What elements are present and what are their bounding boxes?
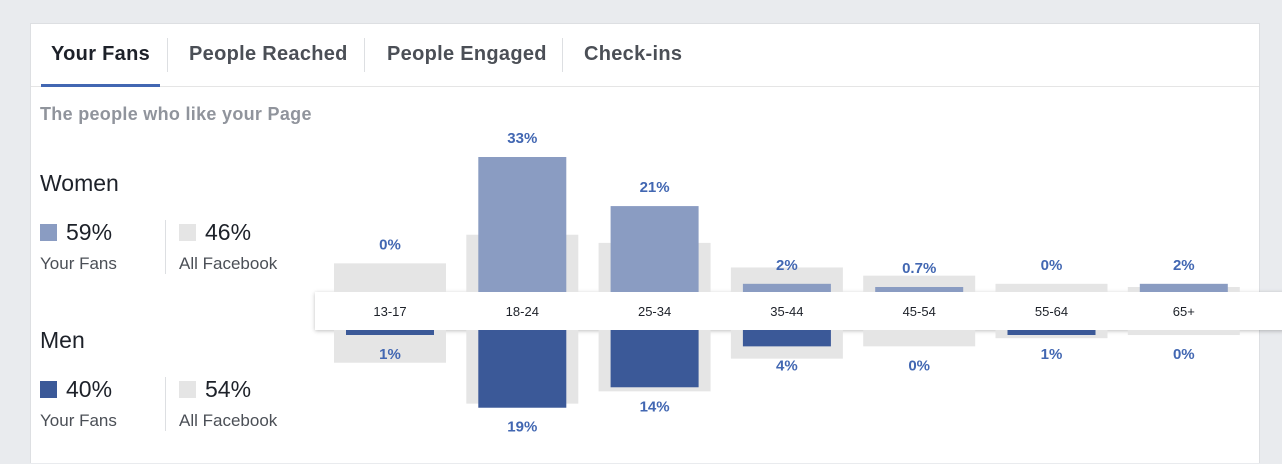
- age-tick-label: 25-34: [638, 304, 671, 319]
- age-axis-strip: [315, 292, 1282, 330]
- tab-divider: [167, 38, 168, 72]
- men-all-facebook-swatch: [179, 381, 196, 398]
- men-fans-stat: 40% Your Fans: [40, 376, 160, 436]
- audience-card: Your Fans People Reached People Engaged …: [30, 23, 1282, 463]
- men-fans-swatch: [40, 381, 57, 398]
- legend-divider: [165, 220, 166, 274]
- men-all-facebook-value: 54%: [205, 376, 252, 402]
- tab-people-reached[interactable]: People Reached: [189, 43, 348, 65]
- section-subtitle: The people who like your Page: [40, 104, 312, 124]
- women-value-label: 2%: [776, 257, 798, 274]
- value-labels: 0% 1% 33% 19% 21% 14% 2% 4% 0.7% 0% 0% 1% 2% 0%: [379, 130, 1194, 436]
- women-fans-bar: [875, 287, 964, 292]
- women-value-label: 0%: [379, 236, 401, 253]
- men-value-label: 1%: [379, 346, 401, 363]
- women-fans-bar: [610, 206, 699, 292]
- age-tick-label: 65+: [1173, 304, 1195, 319]
- women-value-label: 0.7%: [902, 260, 936, 277]
- age-tick-labels: 13-17 18-24 25-34 35-44 45-54 55-64 65+: [373, 304, 1194, 319]
- men-value-label: 0%: [1173, 346, 1195, 363]
- men-heading: Men: [40, 327, 85, 353]
- age-gender-chart: 0%1%33%19%21%14%2%4%0.7%0%0%1%2%0%13-17 1…: [334, 130, 1240, 436]
- women-value-label: 21%: [640, 179, 670, 196]
- age-tick-label: 13-17: [373, 304, 406, 319]
- men-fans-bar: [1007, 330, 1096, 335]
- men-value-label: 19%: [507, 419, 537, 436]
- age-tick-label: 35-44: [770, 304, 803, 319]
- men-all-facebook-stat: 54% All Facebook: [179, 376, 299, 436]
- women-all-facebook-bar: [995, 283, 1108, 292]
- women-fans-bar: [742, 283, 831, 292]
- men-value-label: 0%: [908, 357, 930, 374]
- age-tick-label: 18-24: [506, 304, 539, 319]
- men-fans-bar: [742, 330, 831, 347]
- men-fans-bar: [478, 330, 567, 408]
- women-fans-value: 59%: [66, 219, 113, 245]
- tab-bar: Your Fans People Reached People Engaged …: [31, 24, 1259, 87]
- women-all-facebook-swatch: [179, 224, 196, 241]
- women-all-facebook-bar: [334, 263, 446, 292]
- men-all-facebook-bar: [334, 330, 446, 363]
- women-fans-bar: [1139, 283, 1228, 292]
- men-fans-bar: [346, 330, 434, 335]
- men-value-label: 4%: [776, 357, 798, 374]
- women-fans-swatch: [40, 224, 57, 241]
- men-all-facebook-label: All Facebook: [179, 411, 278, 430]
- tab-check-ins[interactable]: Check-ins: [584, 43, 683, 65]
- women-heading: Women: [40, 170, 119, 196]
- tab-people-engaged[interactable]: People Engaged: [387, 43, 547, 65]
- women-fans-stat: 59% Your Fans: [40, 219, 160, 279]
- women-value-label: 2%: [1173, 257, 1195, 274]
- tab-divider: [562, 38, 563, 72]
- tab-your-fans[interactable]: Your Fans: [40, 24, 161, 87]
- tab-divider: [364, 38, 365, 72]
- women-fans-bar: [478, 157, 567, 292]
- men-fans-value: 40%: [66, 376, 113, 402]
- men-fans-label: Your Fans: [40, 411, 117, 430]
- men-value-label: 14%: [640, 398, 670, 415]
- men-all-facebook-bar: [863, 330, 976, 347]
- age-tick-label: 55-64: [1035, 304, 1068, 319]
- men-all-facebook-bar: [1127, 330, 1240, 335]
- women-all-facebook-stat: 46% All Facebook: [179, 219, 299, 279]
- men-value-label: 1%: [1041, 346, 1063, 363]
- women-fans-label: Your Fans: [40, 254, 117, 273]
- women-all-facebook-value: 46%: [205, 219, 252, 245]
- age-tick-label: 45-54: [903, 304, 936, 319]
- women-value-label: 0%: [1041, 257, 1063, 274]
- men-fans-bar: [610, 330, 699, 388]
- women-all-facebook-label: All Facebook: [179, 254, 278, 273]
- women-value-label: 33%: [507, 130, 537, 147]
- legend-divider: [165, 377, 166, 431]
- your-fans-bars: [346, 157, 1228, 408]
